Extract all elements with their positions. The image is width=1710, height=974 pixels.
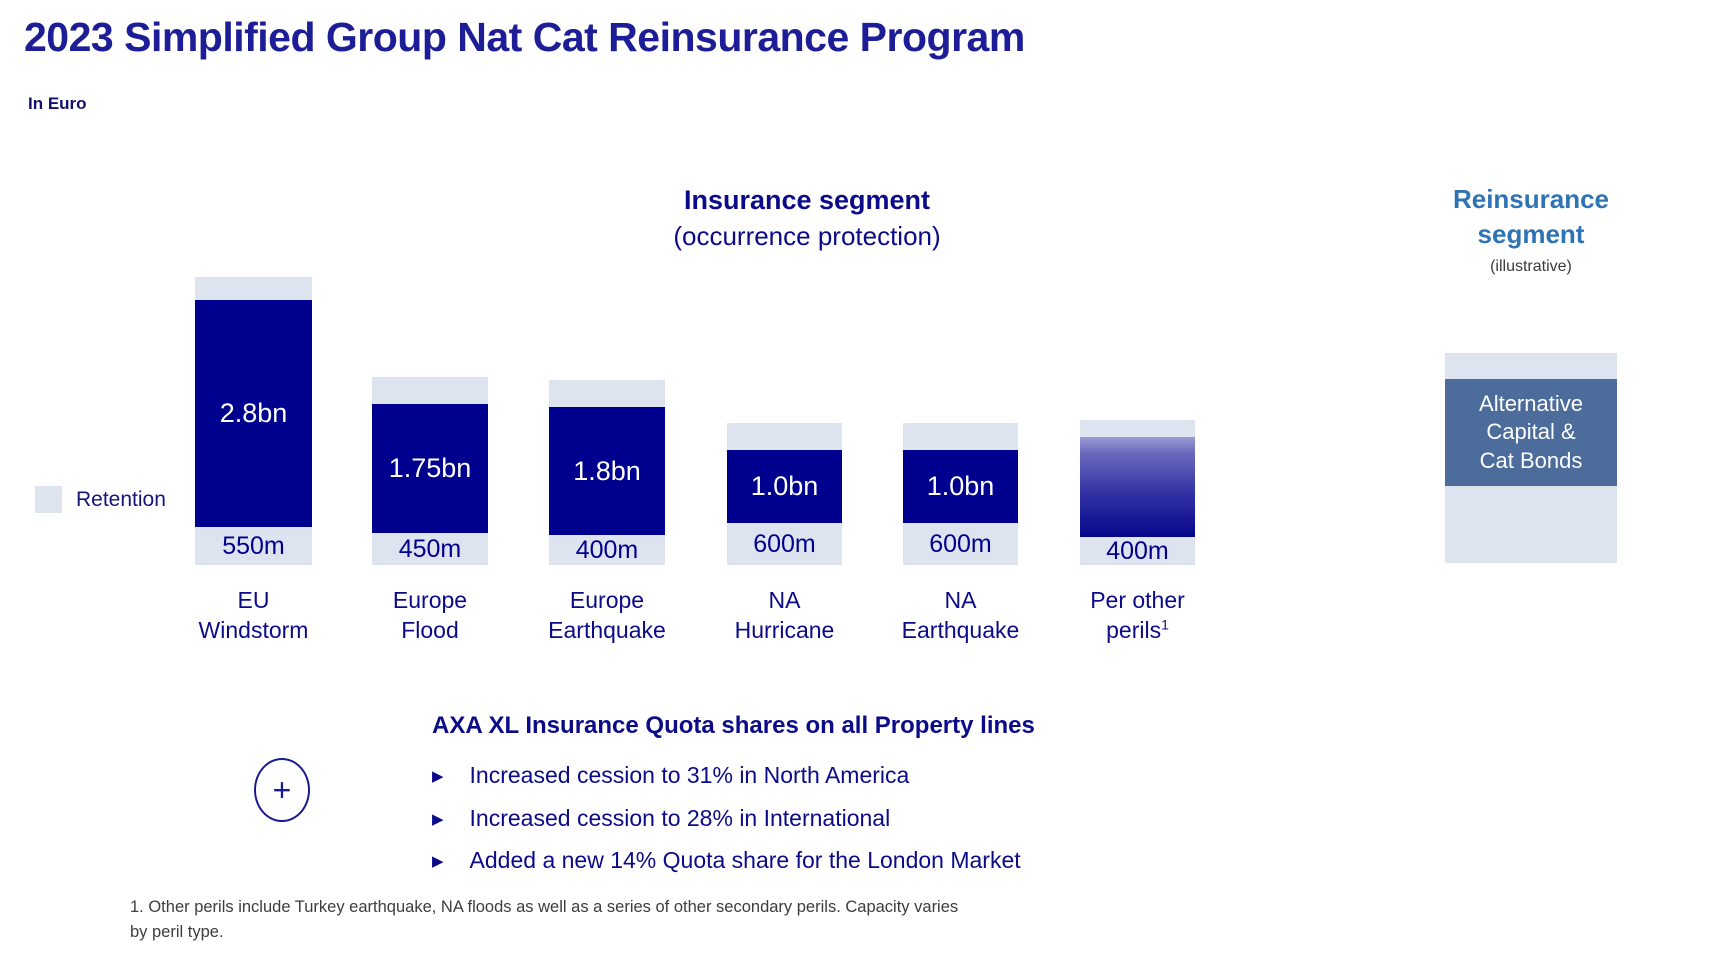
bar-europe-flood: 1.75bn 450m (372, 377, 488, 565)
plus-circle-icon: + (254, 758, 310, 822)
category-label-na-earthquake: NA Earthquake (901, 587, 1020, 644)
reinsurance-segment-subtitle: (illustrative) (1490, 258, 1572, 276)
footnote-line: by peril type. (130, 922, 224, 941)
bar-cap (549, 380, 665, 407)
retention-legend-label: Retention (76, 487, 166, 511)
alternative-capital-line: Cat Bonds (1479, 447, 1583, 473)
category-label-na-hurricane: NA Hurricane (734, 587, 835, 644)
triangle-bullet-icon: ▶ (432, 768, 444, 785)
retention-value-label: 600m (753, 529, 816, 558)
bar-europe-earthquake: 1.8bn 400m (549, 380, 665, 565)
coverage-value-label: 1.75bn (388, 453, 472, 483)
page-title: 2023 Simplified Group Nat Cat Reinsuranc… (24, 14, 1025, 60)
category-label-europe-flood: Europe Flood (392, 587, 468, 644)
footnote: 1. Other perils include Turkey earthquak… (130, 895, 960, 945)
alternative-capital-line: Alternative (1479, 390, 1583, 416)
bar-cap (903, 423, 1018, 450)
bullet-item: ▶ Increased cession to 31% in North Amer… (432, 762, 909, 789)
bar-coverage-segment: 1.8bn (549, 407, 665, 535)
reinsurance-segment-title-line1: Reinsurance (1452, 184, 1610, 214)
alternative-capital-line: Capital & (1486, 419, 1576, 445)
retention-value-label: 450m (398, 534, 462, 563)
bar-coverage-segment: 1.75bn (372, 404, 488, 533)
category-label-europe-earthquake: Europe Earthquake (548, 587, 666, 644)
bar-na-earthquake: 1.0bn 600m (903, 423, 1018, 565)
bar-retention-segment: 600m (903, 523, 1018, 565)
plus-glyph: + (272, 772, 292, 808)
bullet-text: Added a new 14% Quota share for the Lond… (469, 847, 1021, 873)
bar-per-other-perils: 400m (1080, 420, 1195, 565)
bar-cap (195, 277, 312, 300)
triangle-bullet-icon: ▶ (432, 811, 444, 828)
retention-value-label: 400m (575, 535, 639, 564)
bullet-text: Increased cession to 28% in Internationa… (469, 805, 891, 831)
reinsurance-segment-title-line2: segment (1477, 219, 1585, 250)
insurance-segment-title: Insurance segment (683, 185, 931, 215)
bullet-text: Increased cession to 31% in North Americ… (469, 762, 910, 788)
bar-retention-segment: 400m (549, 535, 665, 565)
currency-note: In Euro (28, 94, 87, 113)
bar-retention-segment: 550m (195, 527, 312, 565)
quota-shares-heading: AXA XL Insurance Quota shares on all Pro… (432, 712, 1035, 739)
bullet-item: ▶ Added a new 14% Quota share for the Lo… (432, 847, 1021, 874)
bar-retention-segment: 450m (372, 533, 488, 565)
retention-value-label: 550m (222, 531, 285, 560)
bar-coverage-segment: 1.0bn (727, 450, 842, 523)
triangle-bullet-icon: ▶ (432, 853, 444, 870)
category-label-per-other-perils: Per other perils1 (1090, 587, 1185, 644)
reinsurance-segment-header: Reinsurance segment (illustrative) (1411, 182, 1651, 278)
retention-swatch-icon (35, 486, 62, 513)
insurance-segment-subtitle: (occurrence protection) (673, 221, 941, 252)
retention-legend: Retention (35, 486, 166, 513)
bar-na-hurricane: 1.0bn 600m (727, 423, 842, 565)
coverage-value-label: 1.0bn (926, 471, 995, 501)
bar-cap (727, 423, 842, 450)
bar-cap (1080, 420, 1195, 437)
bar-eu-windstorm: 2.8bn 550m (195, 277, 312, 565)
coverage-value-label: 2.8bn (219, 398, 288, 428)
coverage-value-label: 1.8bn (573, 455, 641, 486)
alternative-capital-box: Alternative Capital & Cat Bonds (1445, 379, 1617, 486)
footnote-line: 1. Other perils include Turkey earthquak… (130, 898, 959, 916)
bar-cap (372, 377, 488, 404)
bar-coverage-segment (1080, 437, 1195, 537)
bar-retention-segment: 400m (1080, 537, 1195, 565)
retention-value-label: 400m (1106, 536, 1169, 565)
bar-coverage-segment: 2.8bn (195, 300, 312, 527)
category-label-eu-windstorm: EU Windstorm (198, 587, 309, 644)
retention-value-label: 600m (929, 529, 992, 558)
bar-retention-segment: 600m (727, 523, 842, 565)
bullet-item: ▶ Increased cession to 28% in Internatio… (432, 805, 890, 832)
reinsurance-column: Alternative Capital & Cat Bonds (1445, 353, 1617, 563)
coverage-value-label: 1.0bn (750, 471, 819, 501)
bar-coverage-segment: 1.0bn (903, 450, 1018, 523)
insurance-segment-header: Insurance segment (occurrence protection… (507, 182, 1107, 255)
